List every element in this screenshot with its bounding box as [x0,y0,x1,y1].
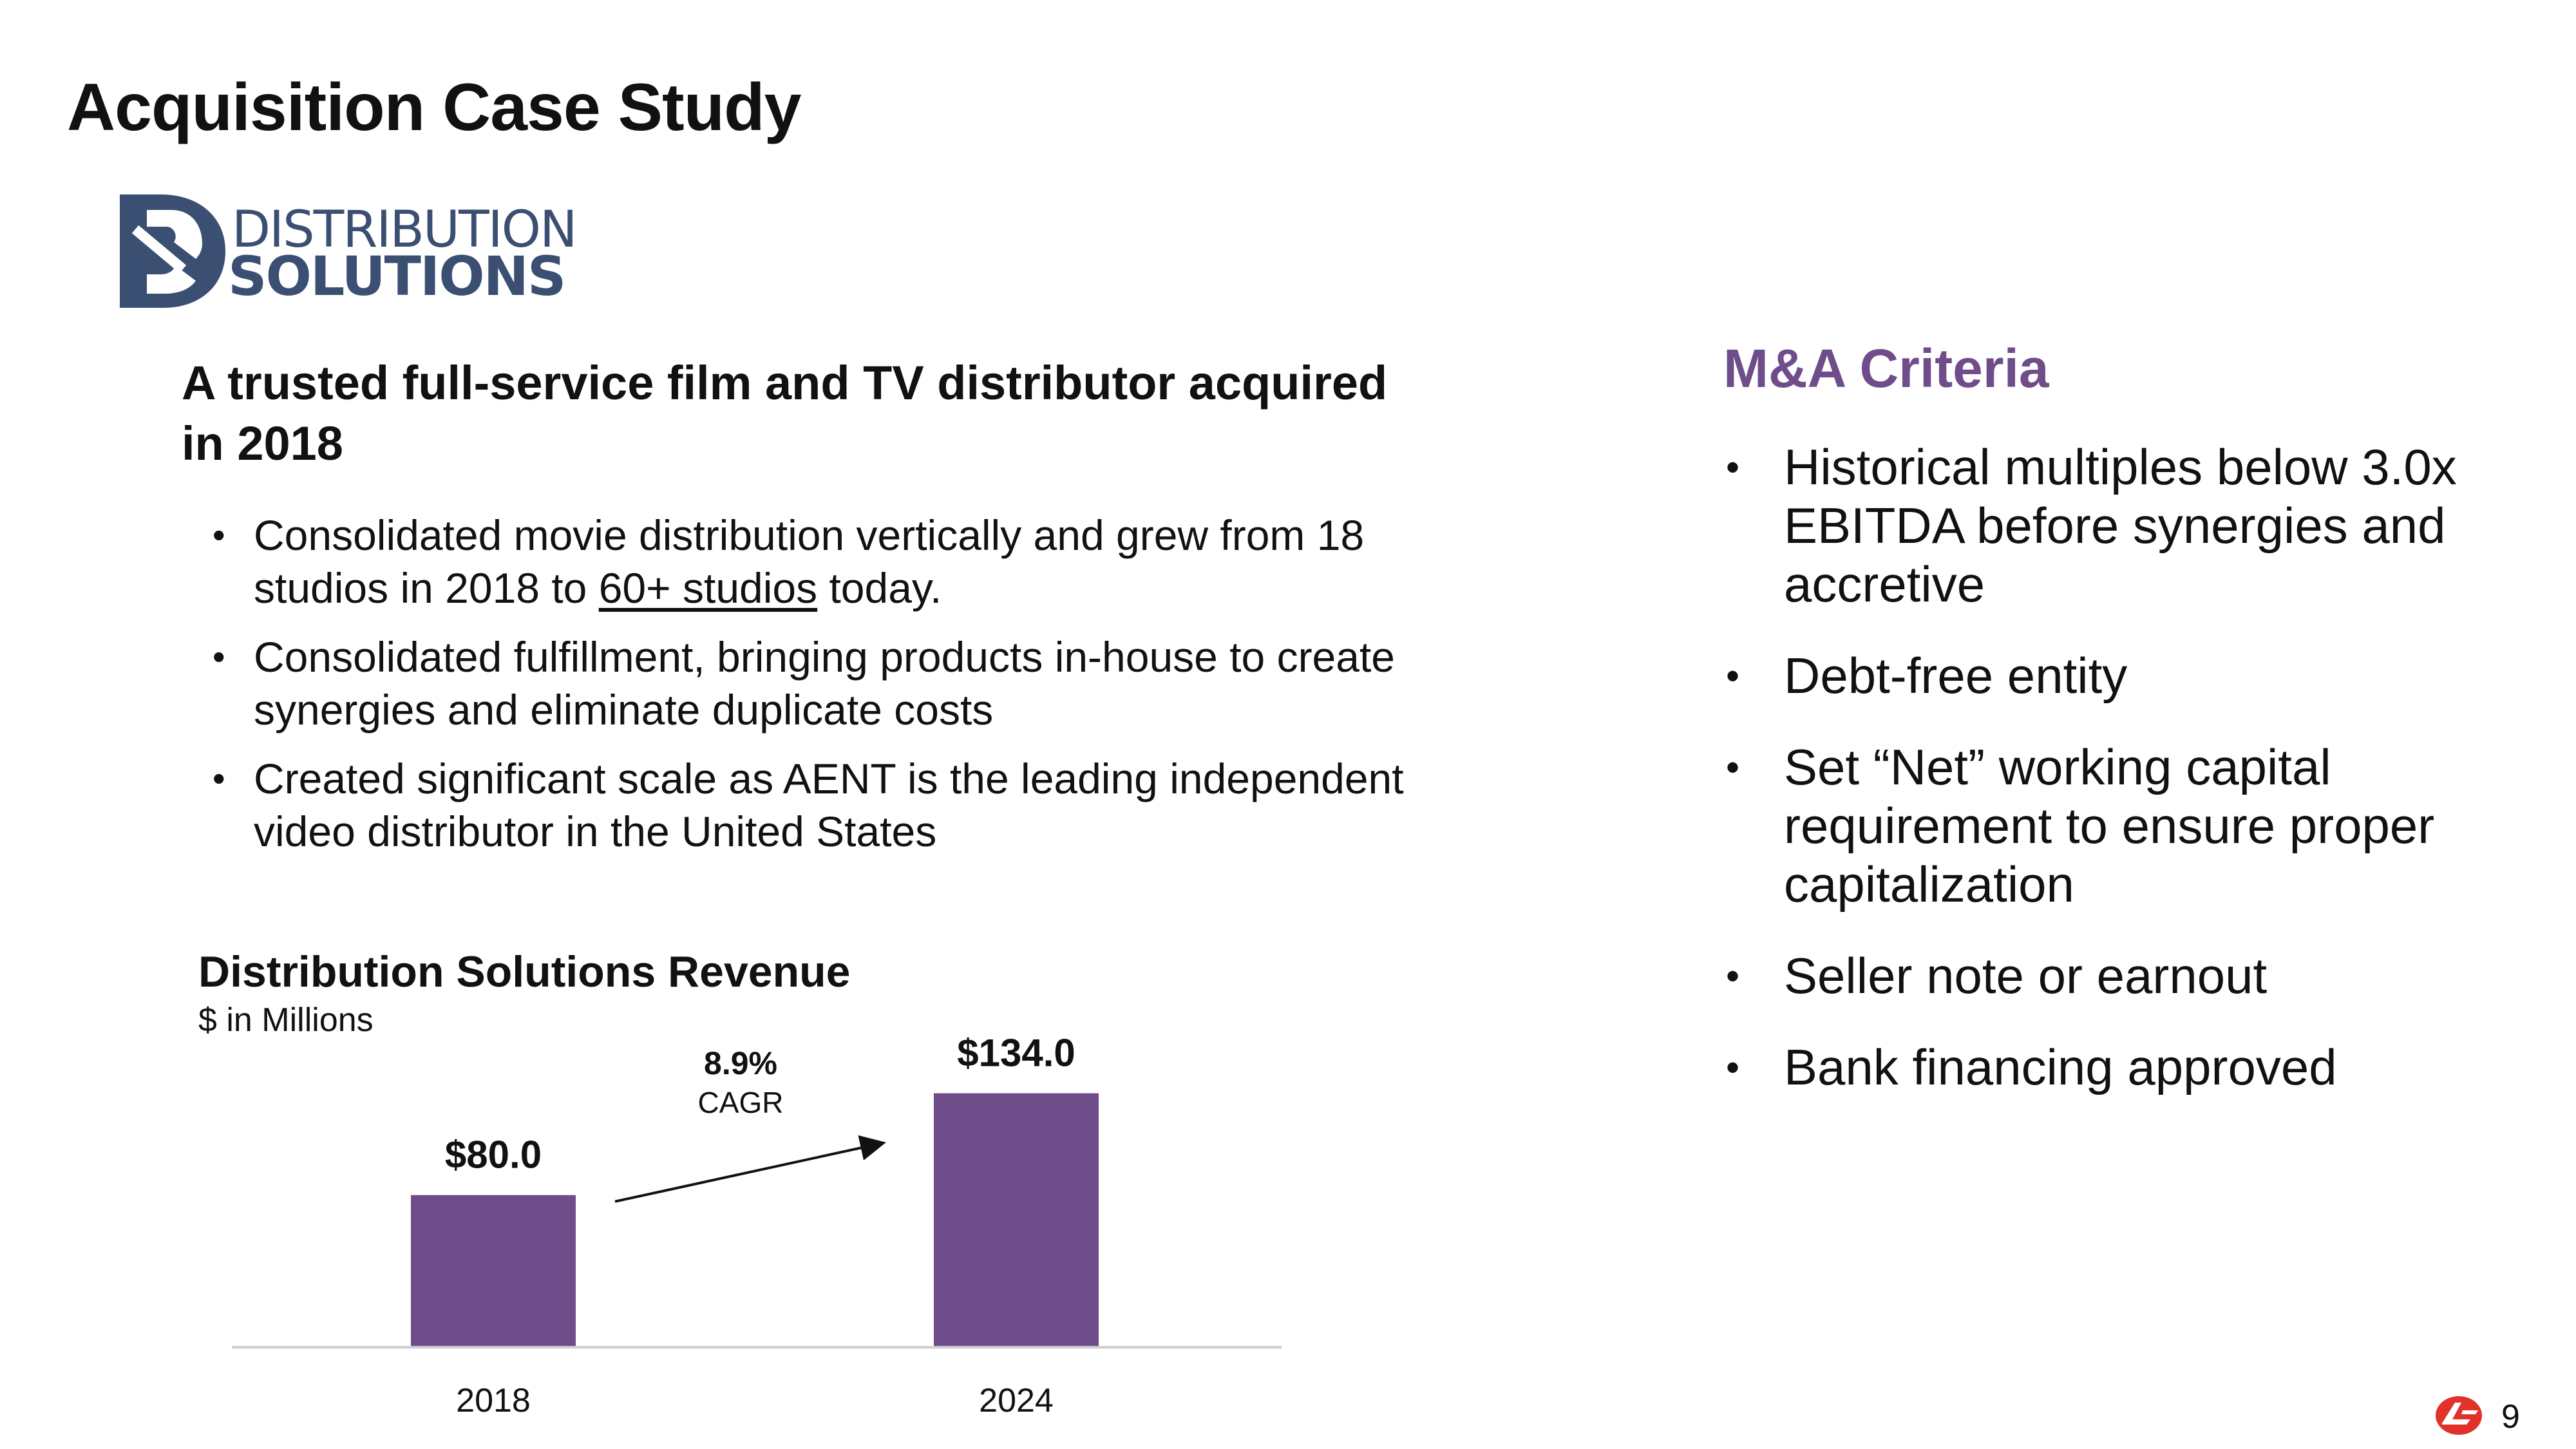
highlights-list: Consolidated movie distribution vertical… [213,509,1436,874]
cagr-value: 8.9% [704,1045,777,1081]
list-item: Consolidated fulfillment, bringing produ… [213,630,1436,736]
criteria-list: Historical multiples below 3.0x EBITDA b… [1726,438,2499,1130]
chart-bar [934,1093,1099,1346]
cagr-arrow [614,1135,886,1203]
x-tick-label: 2024 [979,1382,1054,1419]
criteria-item: Debt-free entity [1726,647,2499,705]
criteria-title: M&A Criteria [1723,338,2049,399]
logo-wordmark-top: DISTRIBUTION [232,201,577,259]
x-tick-label: 2018 [456,1382,531,1419]
headline: A trusted full-service film and TV distr… [182,356,1388,470]
page-number: 9 [2501,1398,2520,1435]
bar-value-label: $134.0 [957,1032,1075,1075]
list-item: Consolidated movie distribution vertical… [213,509,1436,614]
criteria-item: Seller note or earnout [1726,947,2499,1005]
bar-value-label: $80.0 [445,1133,542,1177]
cagr-label: CAGR [698,1086,784,1119]
criteria-item: Set “Net” working capital requirement to… [1726,738,2499,914]
logo-wordmark-bottom: SOLUTIONS [228,245,566,308]
chart-title: Distribution Solutions Revenue [198,947,851,996]
chart-bar [411,1195,576,1346]
slide-title: Acquisition Case Study [67,70,802,145]
criteria-item: Bank financing approved [1726,1038,2499,1097]
studios-link-text: 60+ studios [598,564,818,612]
list-item: Created significant scale as AENT is the… [213,752,1436,858]
criteria-item: Historical multiples below 3.0x EBITDA b… [1726,438,2499,614]
company-logo-icon [2436,1396,2482,1435]
distribution-solutions-logo [120,194,225,308]
bullet-text-end: today. [817,564,942,612]
bullet-text: Consolidated movie distribution vertical… [254,511,1365,612]
chart-subtitle: $ in Millions [198,1001,374,1039]
